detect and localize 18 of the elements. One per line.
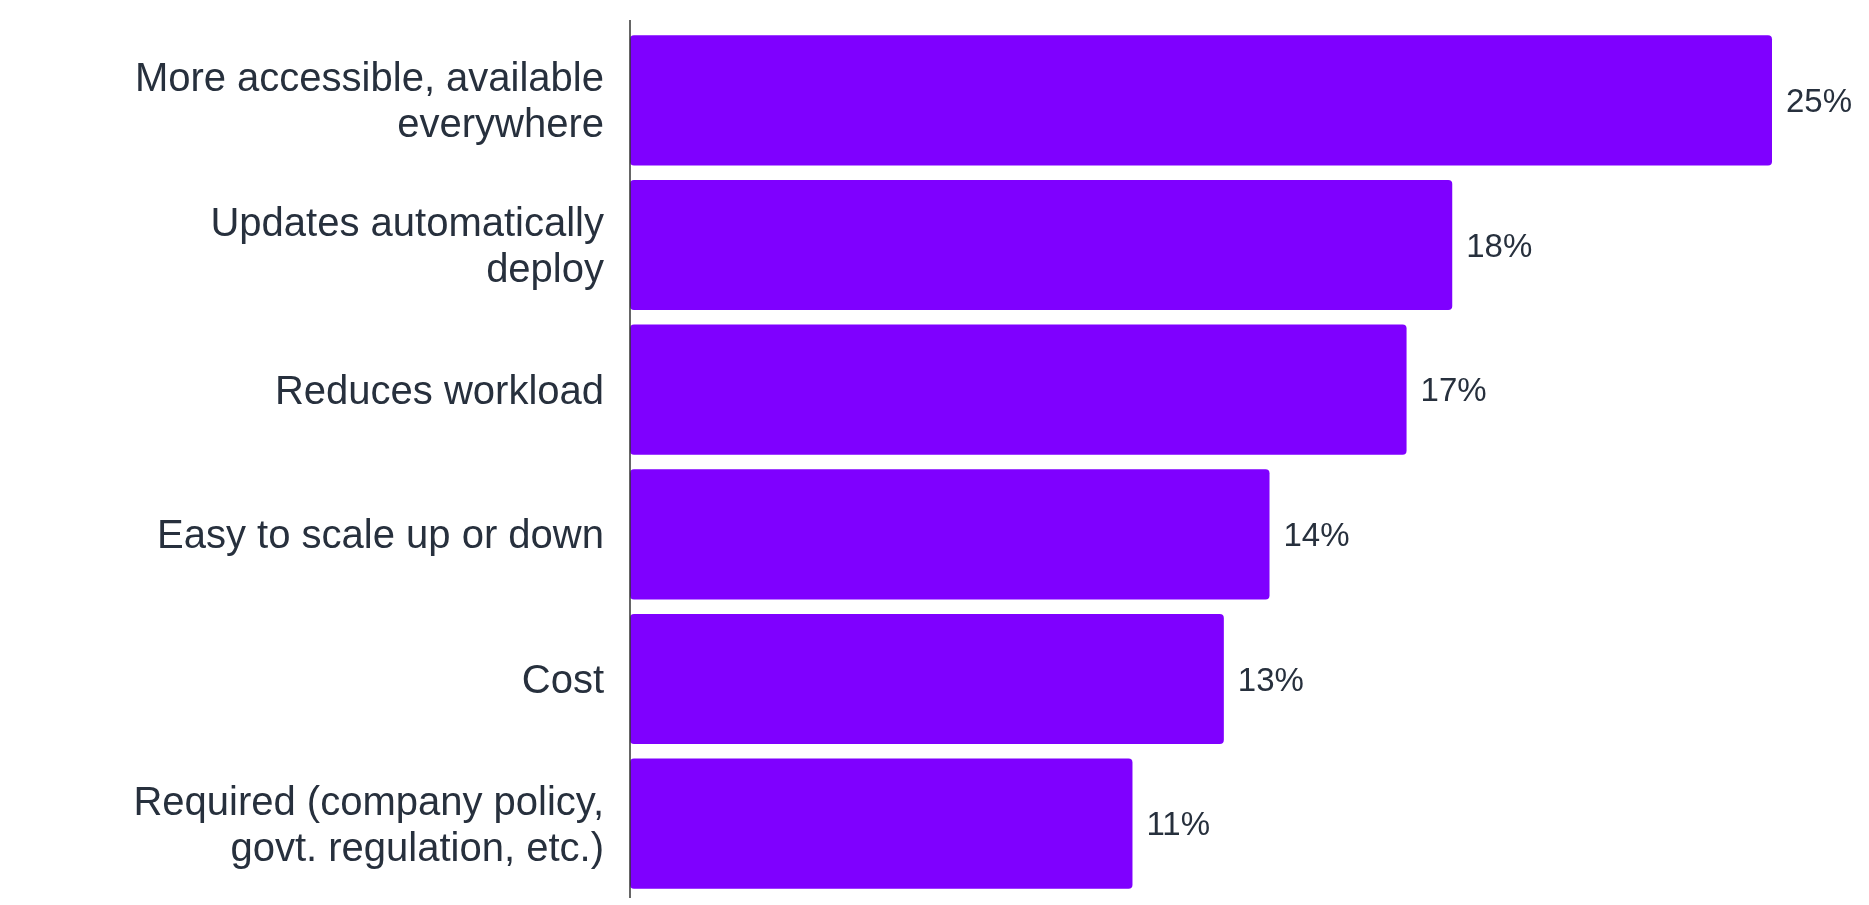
y-tick-label: Reduces workload: [274, 367, 604, 412]
data-label: 13%: [1237, 660, 1304, 698]
bar: [630, 613, 1224, 745]
bar: [630, 35, 1772, 166]
bar: [630, 324, 1407, 455]
y-tick-label: Updates automatically deploy: [210, 200, 604, 290]
data-label: 11%: [1146, 805, 1211, 843]
bar: [630, 179, 1453, 311]
y-tick-label: Required (company policy, govt. regulation, etc.): [133, 778, 604, 869]
bar: [630, 758, 1133, 889]
y-tick-label: Easy to scale up or down: [157, 512, 604, 557]
data-label: 14%: [1283, 515, 1350, 553]
y-tick-label: More accessible, available everywhere: [134, 55, 604, 146]
data-label: 17%: [1420, 371, 1487, 409]
bar: [630, 469, 1270, 600]
data-label: 25%: [1786, 81, 1853, 119]
y-tick-label: Cost: [521, 657, 604, 701]
data-label: 18%: [1466, 226, 1533, 264]
